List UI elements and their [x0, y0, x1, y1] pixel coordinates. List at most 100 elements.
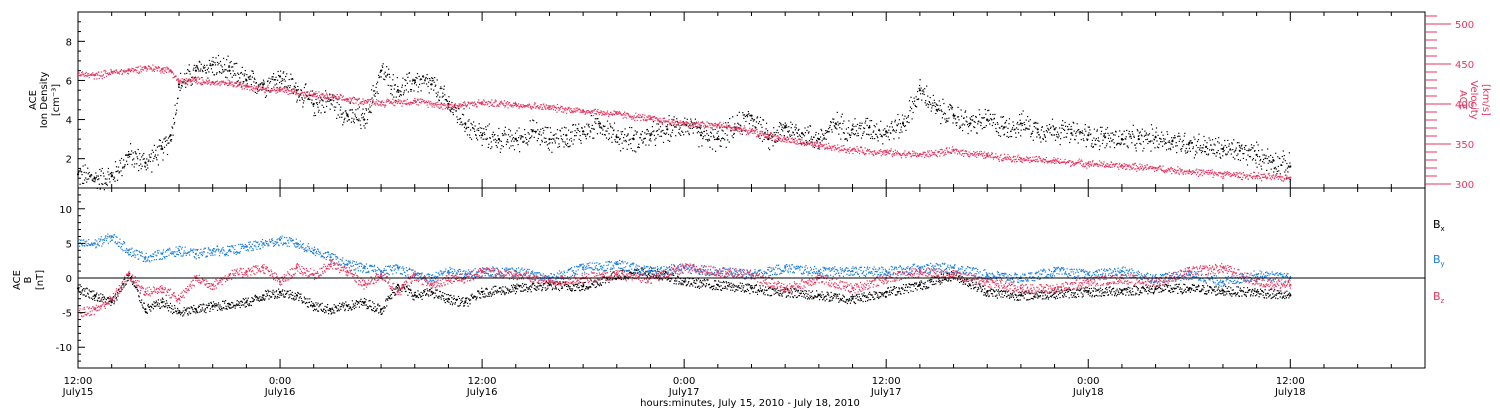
top-series-0-dot: [1261, 168, 1263, 170]
top-series-0-dot: [229, 66, 231, 68]
top-series-0-dot: [972, 115, 974, 117]
top-series-0-dot: [939, 105, 941, 107]
top-series-1-dot: [606, 110, 609, 112]
top-series-0-dot: [711, 148, 714, 150]
top-series-0-dot: [214, 64, 217, 66]
top-series-0-dot: [160, 148, 162, 150]
top-series-1-dot: [161, 70, 163, 72]
top-series-1-dot: [198, 82, 200, 84]
top-series-1-dot: [214, 81, 217, 83]
top-series-1-dot: [725, 125, 727, 128]
top-series-0-dot: [614, 139, 616, 141]
top-series-1-dot: [939, 155, 941, 157]
top-series-1-dot: [703, 127, 705, 129]
top-series-0-dot: [665, 133, 667, 135]
top-series-1-dot: [753, 129, 755, 132]
top-series-0-dot: [295, 82, 297, 84]
top-series-0-dot: [114, 161, 117, 163]
top-series-0-dot: [1010, 130, 1012, 132]
top-series-0-dot: [1171, 137, 1173, 139]
top-series-0-dot: [1058, 135, 1060, 137]
top-series-1-dot: [790, 138, 792, 140]
top-series-1-dot: [264, 91, 266, 94]
top-series-1-dot: [156, 70, 158, 72]
top-series-0-dot: [81, 174, 83, 176]
top-series-0-dot: [435, 92, 437, 94]
top-series-0-dot: [1177, 135, 1179, 137]
top-series-1-dot: [891, 154, 893, 156]
top-series-1-dot: [892, 153, 894, 155]
top-series-1-dot: [721, 124, 723, 126]
top-series-0-dot: [660, 135, 663, 137]
top-series-1-dot: [843, 148, 845, 150]
top-series-0-dot: [911, 108, 913, 110]
top-series-1-dot: [546, 105, 548, 107]
top-series-1-dot: [702, 125, 704, 127]
top-series-1-dot: [889, 150, 891, 152]
top-series-0-dot: [619, 138, 621, 141]
top-series-1-dot: [670, 123, 672, 125]
top-series-0-dot: [476, 137, 478, 139]
top-series-0-dot: [860, 137, 863, 139]
top-series-1-dot: [675, 120, 677, 122]
top-series-1-dot: [660, 120, 662, 122]
top-series-0-dot: [989, 123, 991, 125]
top-series-1-dot: [439, 104, 441, 106]
top-series-1-point: [380, 101, 383, 104]
top-series-0-dot: [891, 126, 893, 128]
top-series-0-dot: [575, 124, 577, 126]
top-series-0-dot: [487, 146, 489, 148]
top-series-0-dot: [902, 121, 904, 123]
top-series-0-dot: [139, 153, 141, 155]
top-series-1-dot: [824, 147, 826, 149]
top-series-0-dot: [434, 85, 436, 87]
top-series-0-dot: [1280, 164, 1282, 166]
top-series-1-dot: [131, 69, 133, 71]
top-series-1-dot: [769, 137, 771, 139]
top-series-1-dot: [479, 103, 481, 105]
top-series-0-dot: [931, 107, 933, 109]
top-series-1-dot: [1166, 171, 1168, 173]
top-series-1-dot: [255, 87, 257, 89]
top-series-0-dot: [482, 132, 484, 134]
top-series-1-dot: [702, 122, 704, 124]
b-series-bx-dot: [95, 295, 97, 297]
top-series-0-dot: [1104, 132, 1107, 134]
top-series-0-dot: [426, 74, 428, 76]
top-series-1-dot: [1078, 162, 1080, 164]
top-series-0-dot: [439, 88, 441, 90]
top-series-0-dot: [260, 83, 262, 85]
top-series-1-dot: [773, 136, 775, 138]
top-series-1-dot: [1064, 158, 1066, 161]
top-series-0-dot: [815, 131, 817, 134]
top-series-1-dot: [476, 106, 478, 108]
top-series-0-dot: [1120, 143, 1122, 145]
top-series-1-dot: [1082, 164, 1084, 166]
top-series-0-dot: [480, 137, 482, 139]
top-series-0-dot: [605, 137, 608, 139]
top-series-0-dot: [121, 167, 124, 169]
top-series-1-dot: [448, 107, 450, 109]
top-series-0-dot: [887, 131, 889, 134]
top-series-1-dot: [1236, 174, 1238, 176]
top-series-0-dot: [244, 70, 246, 72]
top-series-0-dot: [481, 144, 483, 146]
top-series-0-dot: [98, 178, 100, 180]
top-series-1-dot: [258, 90, 260, 92]
top-series-0-dot: [151, 149, 153, 151]
top-series-0-dot: [873, 124, 875, 127]
top-series-1-dot: [1175, 172, 1177, 174]
top-series-0-dot: [793, 134, 795, 136]
b-series-bx-dot: [91, 297, 93, 299]
top-series-1-dot: [968, 155, 970, 157]
top-series-1-dot: [965, 152, 967, 154]
top-series-1-dot: [836, 149, 838, 151]
top-series-0-dot: [706, 139, 709, 141]
top-series-1-dot: [140, 69, 142, 71]
top-series-1-dot: [837, 144, 839, 146]
top-series-0-dot: [983, 117, 985, 119]
top-series-0-dot: [915, 96, 917, 98]
top-series-0-dot: [1075, 132, 1077, 134]
top-series-1-dot: [755, 129, 757, 131]
top-series-1-dot: [711, 124, 714, 126]
